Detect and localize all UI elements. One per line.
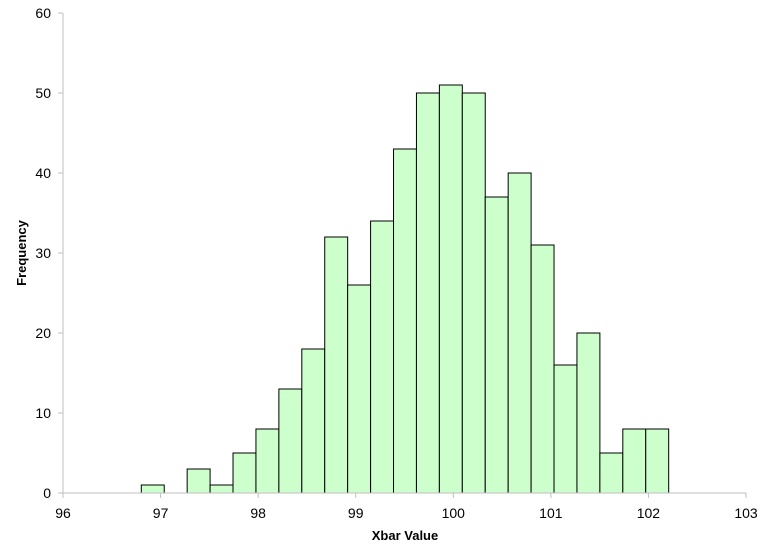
histogram-bar [140, 484, 165, 494]
histogram-bar [599, 452, 624, 494]
y-tick-label: 30 [35, 245, 51, 261]
histogram-bar [278, 388, 303, 494]
histogram-bar [393, 148, 417, 494]
x-tick-label: 101 [539, 505, 563, 521]
histogram-bar [301, 348, 326, 494]
y-tick-label: 40 [35, 165, 51, 181]
histogram-bar [553, 364, 578, 494]
histogram-bar [324, 236, 349, 494]
x-axis-title: Xbar Value [372, 528, 438, 543]
y-tick-label: 20 [35, 325, 51, 341]
histogram-bar [507, 172, 532, 494]
y-ticks-group: 0 10 20 30 40 50 60 [35, 5, 63, 501]
y-tick-label: 50 [35, 85, 51, 101]
y-tick-label: 10 [35, 405, 51, 421]
y-tick-label: 0 [43, 485, 51, 501]
histogram-bar [645, 428, 670, 494]
histogram-bar [461, 92, 486, 494]
histogram-bar [576, 332, 601, 494]
histogram-bar [209, 484, 234, 494]
x-tick-label: 103 [734, 505, 758, 521]
x-tick-label: 100 [442, 505, 466, 521]
histogram-bar [232, 452, 257, 494]
histogram-bar [415, 92, 440, 494]
x-tick-label: 99 [348, 505, 364, 521]
y-axis-title: Frequency [14, 219, 29, 286]
histogram-bar [530, 244, 555, 494]
histogram-bar [484, 196, 509, 494]
histogram-bar [186, 468, 211, 494]
histogram-bar [255, 428, 280, 494]
x-ticks-group: 96 97 98 99 100 101 102 103 [55, 493, 758, 521]
y-tick-label: 60 [35, 5, 51, 21]
bars-group [140, 84, 670, 494]
x-tick-label: 97 [153, 505, 169, 521]
x-tick-label: 102 [637, 505, 661, 521]
x-tick-label: 98 [250, 505, 266, 521]
histogram-bar [347, 284, 372, 494]
histogram-bar [622, 428, 647, 494]
x-tick-label: 96 [55, 505, 71, 521]
histogram-bar [438, 84, 463, 494]
histogram-bar [370, 220, 395, 494]
